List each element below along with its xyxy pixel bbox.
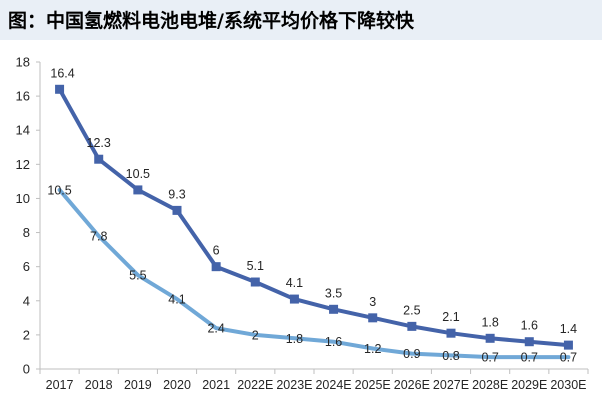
- series-1-point: [94, 154, 104, 164]
- data-label: 3: [369, 295, 376, 309]
- data-label: 7.8: [90, 229, 107, 243]
- title-bar: 图：中国氢燃料电池电堆/系统平均价格下降较快: [0, 0, 602, 40]
- data-label: 6: [213, 244, 220, 258]
- series-1-point: [446, 328, 456, 338]
- data-label: 9.3: [168, 187, 185, 201]
- series-1-point: [172, 205, 182, 215]
- series-1-point: [329, 304, 339, 314]
- data-label: 1.8: [286, 332, 303, 346]
- x-tick-label: 2028E: [472, 378, 508, 392]
- y-tick-label: 10: [16, 191, 30, 206]
- data-label: 0.9: [403, 347, 420, 361]
- y-tick-label: 6: [23, 259, 30, 274]
- y-tick-label: 18: [16, 55, 30, 70]
- x-tick-label: 2030E: [550, 378, 586, 392]
- y-tick-label: 2: [23, 327, 30, 342]
- y-tick-label: 4: [23, 293, 30, 308]
- data-label: 10.5: [47, 183, 71, 197]
- data-label: 5.1: [247, 259, 264, 273]
- data-label: 4.1: [168, 293, 185, 307]
- data-label: 0.7: [481, 351, 498, 365]
- series-1-point: [211, 262, 221, 272]
- chart-title: 图：中国氢燃料电池电堆/系统平均价格下降较快: [8, 10, 414, 32]
- y-tick-label: 0: [23, 362, 30, 377]
- data-label: 12.3: [87, 136, 111, 150]
- y-tick-label: 12: [16, 157, 30, 172]
- series-1-point: [289, 294, 299, 304]
- data-label: 2.4: [207, 322, 224, 336]
- series-1-point: [485, 333, 495, 343]
- series-1-point: [368, 313, 378, 323]
- x-tick-label: 2018: [85, 378, 113, 392]
- y-tick-label: 14: [16, 123, 30, 138]
- x-tick-label: 2027E: [433, 378, 469, 392]
- x-tick-label: 2021: [202, 378, 230, 392]
- series-line-2: [57, 187, 571, 360]
- data-label: 4.1: [286, 276, 303, 290]
- series-line-1: [57, 87, 571, 348]
- data-label: 2.5: [403, 303, 420, 317]
- series-1-point: [250, 277, 260, 287]
- data-label: 2: [252, 328, 259, 342]
- data-label: 1.4: [560, 322, 577, 336]
- series-1-point: [55, 84, 65, 94]
- x-tick-label: 2026E: [394, 378, 430, 392]
- data-label: 0.8: [442, 349, 459, 363]
- x-tick-label: 2024E: [315, 378, 351, 392]
- data-label: 1.8: [481, 315, 498, 329]
- x-tick-label: 2029E: [511, 378, 547, 392]
- series-1-point: [524, 337, 534, 347]
- data-label: 0.7: [521, 351, 538, 365]
- data-label: 16.4: [50, 66, 74, 80]
- x-tick-label: 2025E: [355, 378, 391, 392]
- x-tick-label: 2019: [124, 378, 152, 392]
- data-label: 1.2: [364, 342, 381, 356]
- y-tick-label: 16: [16, 89, 30, 104]
- data-label: 10.5: [126, 167, 150, 181]
- x-tick-label: 2022E: [237, 378, 273, 392]
- x-tick-label: 2020: [163, 378, 191, 392]
- data-label: 0.7: [560, 351, 577, 365]
- data-label: 3.5: [325, 286, 342, 300]
- series-1-point: [407, 321, 417, 331]
- y-tick-label: 8: [23, 225, 30, 240]
- data-label: 2.1: [442, 310, 459, 324]
- series-1-point: [563, 340, 573, 350]
- x-tick-label: 2023E: [276, 378, 312, 392]
- data-label: 1.6: [521, 319, 538, 333]
- series-1-point: [133, 185, 143, 195]
- data-label: 5.5: [129, 269, 146, 283]
- data-label: 1.6: [325, 335, 342, 349]
- x-tick-label: 2017: [46, 378, 74, 392]
